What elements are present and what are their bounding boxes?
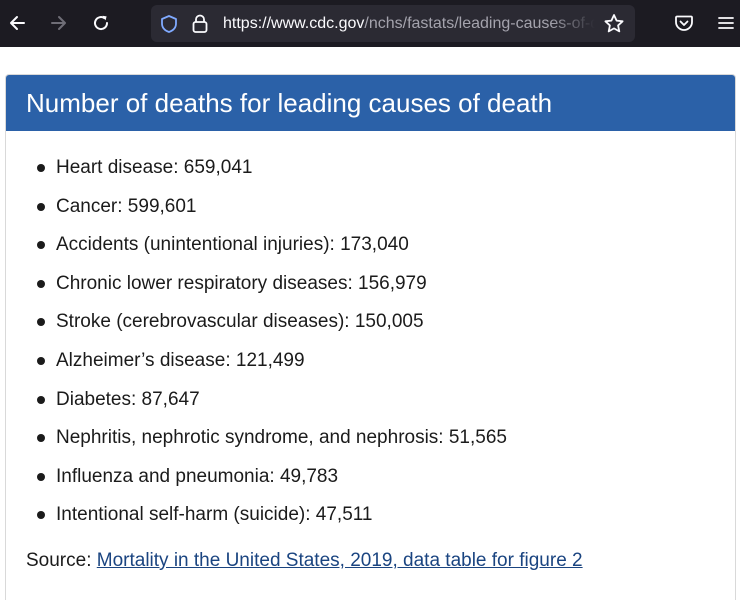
bullet-icon — [37, 202, 45, 211]
url-text[interactable]: https://www.cdc.gov/nchs/fastats/leading… — [223, 14, 595, 34]
panel-title: Number of deaths for leading causes of d… — [26, 88, 553, 118]
back-button[interactable] — [2, 9, 32, 37]
list-item: Alzheimer’s disease: 121,499 — [6, 342, 735, 381]
back-arrow-icon — [10, 16, 25, 30]
causes-list: Heart disease: 659,041 Cancer: 599,601 A… — [6, 149, 735, 535]
bullet-icon — [37, 356, 45, 365]
panel-header: Number of deaths for leading causes of d… — [6, 75, 735, 131]
list-item: Nephritis, nephrotic syndrome, and nephr… — [6, 419, 735, 458]
forward-arrow-icon — [51, 16, 66, 30]
cause-text: Diabetes: 87,647 — [56, 388, 200, 410]
list-item: Accidents (unintentional injuries): 173,… — [6, 226, 735, 265]
cause-text: Chronic lower respiratory diseases: 156,… — [56, 272, 427, 294]
shield-icon[interactable] — [160, 14, 178, 34]
forward-button[interactable] — [44, 9, 74, 37]
cause-text: Stroke (cerebrovascular diseases): 150,0… — [56, 311, 424, 333]
source-link[interactable]: Mortality in the United States, 2019, da… — [96, 550, 583, 571]
bullet-icon — [37, 318, 45, 327]
cause-text: Heart disease: 659,041 — [56, 157, 253, 178]
list-item: Chronic lower respiratory diseases: 156,… — [6, 265, 735, 304]
cause-text: Intentional self-harm (suicide): 47,511 — [56, 504, 373, 526]
url-path: /nchs/fastats/leading-causes-of-death.ht… — [364, 15, 595, 32]
bullet-icon — [37, 472, 45, 481]
reload-button[interactable] — [86, 9, 116, 37]
list-item: Heart disease: 659,041 — [6, 149, 735, 188]
url-host: https://www.cdc.gov — [223, 15, 365, 32]
pocket-icon — [675, 15, 693, 31]
bullet-icon — [37, 511, 45, 520]
pocket-button[interactable] — [669, 9, 699, 37]
list-item: Cancer: 599,601 — [6, 188, 735, 227]
bullet-icon — [37, 164, 45, 172]
leading-causes-panel: Number of deaths for leading causes of d… — [5, 74, 736, 600]
source-line: Source: Mortality in the United States, … — [26, 549, 583, 573]
bullet-icon — [37, 279, 45, 288]
cause-text: Nephritis, nephrotic syndrome, and nephr… — [56, 427, 507, 449]
bullet-icon — [37, 241, 45, 250]
bullet-icon — [37, 434, 45, 443]
bookmark-star-icon[interactable] — [603, 13, 625, 34]
address-bar[interactable]: https://www.cdc.gov/nchs/fastats/leading… — [151, 5, 635, 42]
cause-text: Alzheimer’s disease: 121,499 — [56, 349, 305, 371]
list-item: Stroke (cerebrovascular diseases): 150,0… — [6, 303, 735, 342]
lock-icon[interactable] — [191, 13, 209, 34]
cause-text: Influenza and pneumonia: 49,783 — [56, 465, 339, 487]
list-item: Influenza and pneumonia: 49,783 — [6, 458, 735, 497]
browser-toolbar: https://www.cdc.gov/nchs/fastats/leading… — [0, 0, 740, 47]
reload-icon — [94, 15, 109, 31]
menu-button[interactable] — [711, 9, 740, 37]
cause-text: Cancer: 599,601 — [56, 195, 197, 217]
hamburger-menu-icon — [718, 17, 734, 29]
bullet-icon — [37, 395, 45, 404]
cause-text: Accidents (unintentional injuries): 173,… — [56, 234, 409, 256]
list-item: Diabetes: 87,647 — [6, 381, 735, 420]
list-item: Intentional self-harm (suicide): 47,511 — [6, 496, 735, 535]
source-label: Source: — [26, 550, 92, 571]
